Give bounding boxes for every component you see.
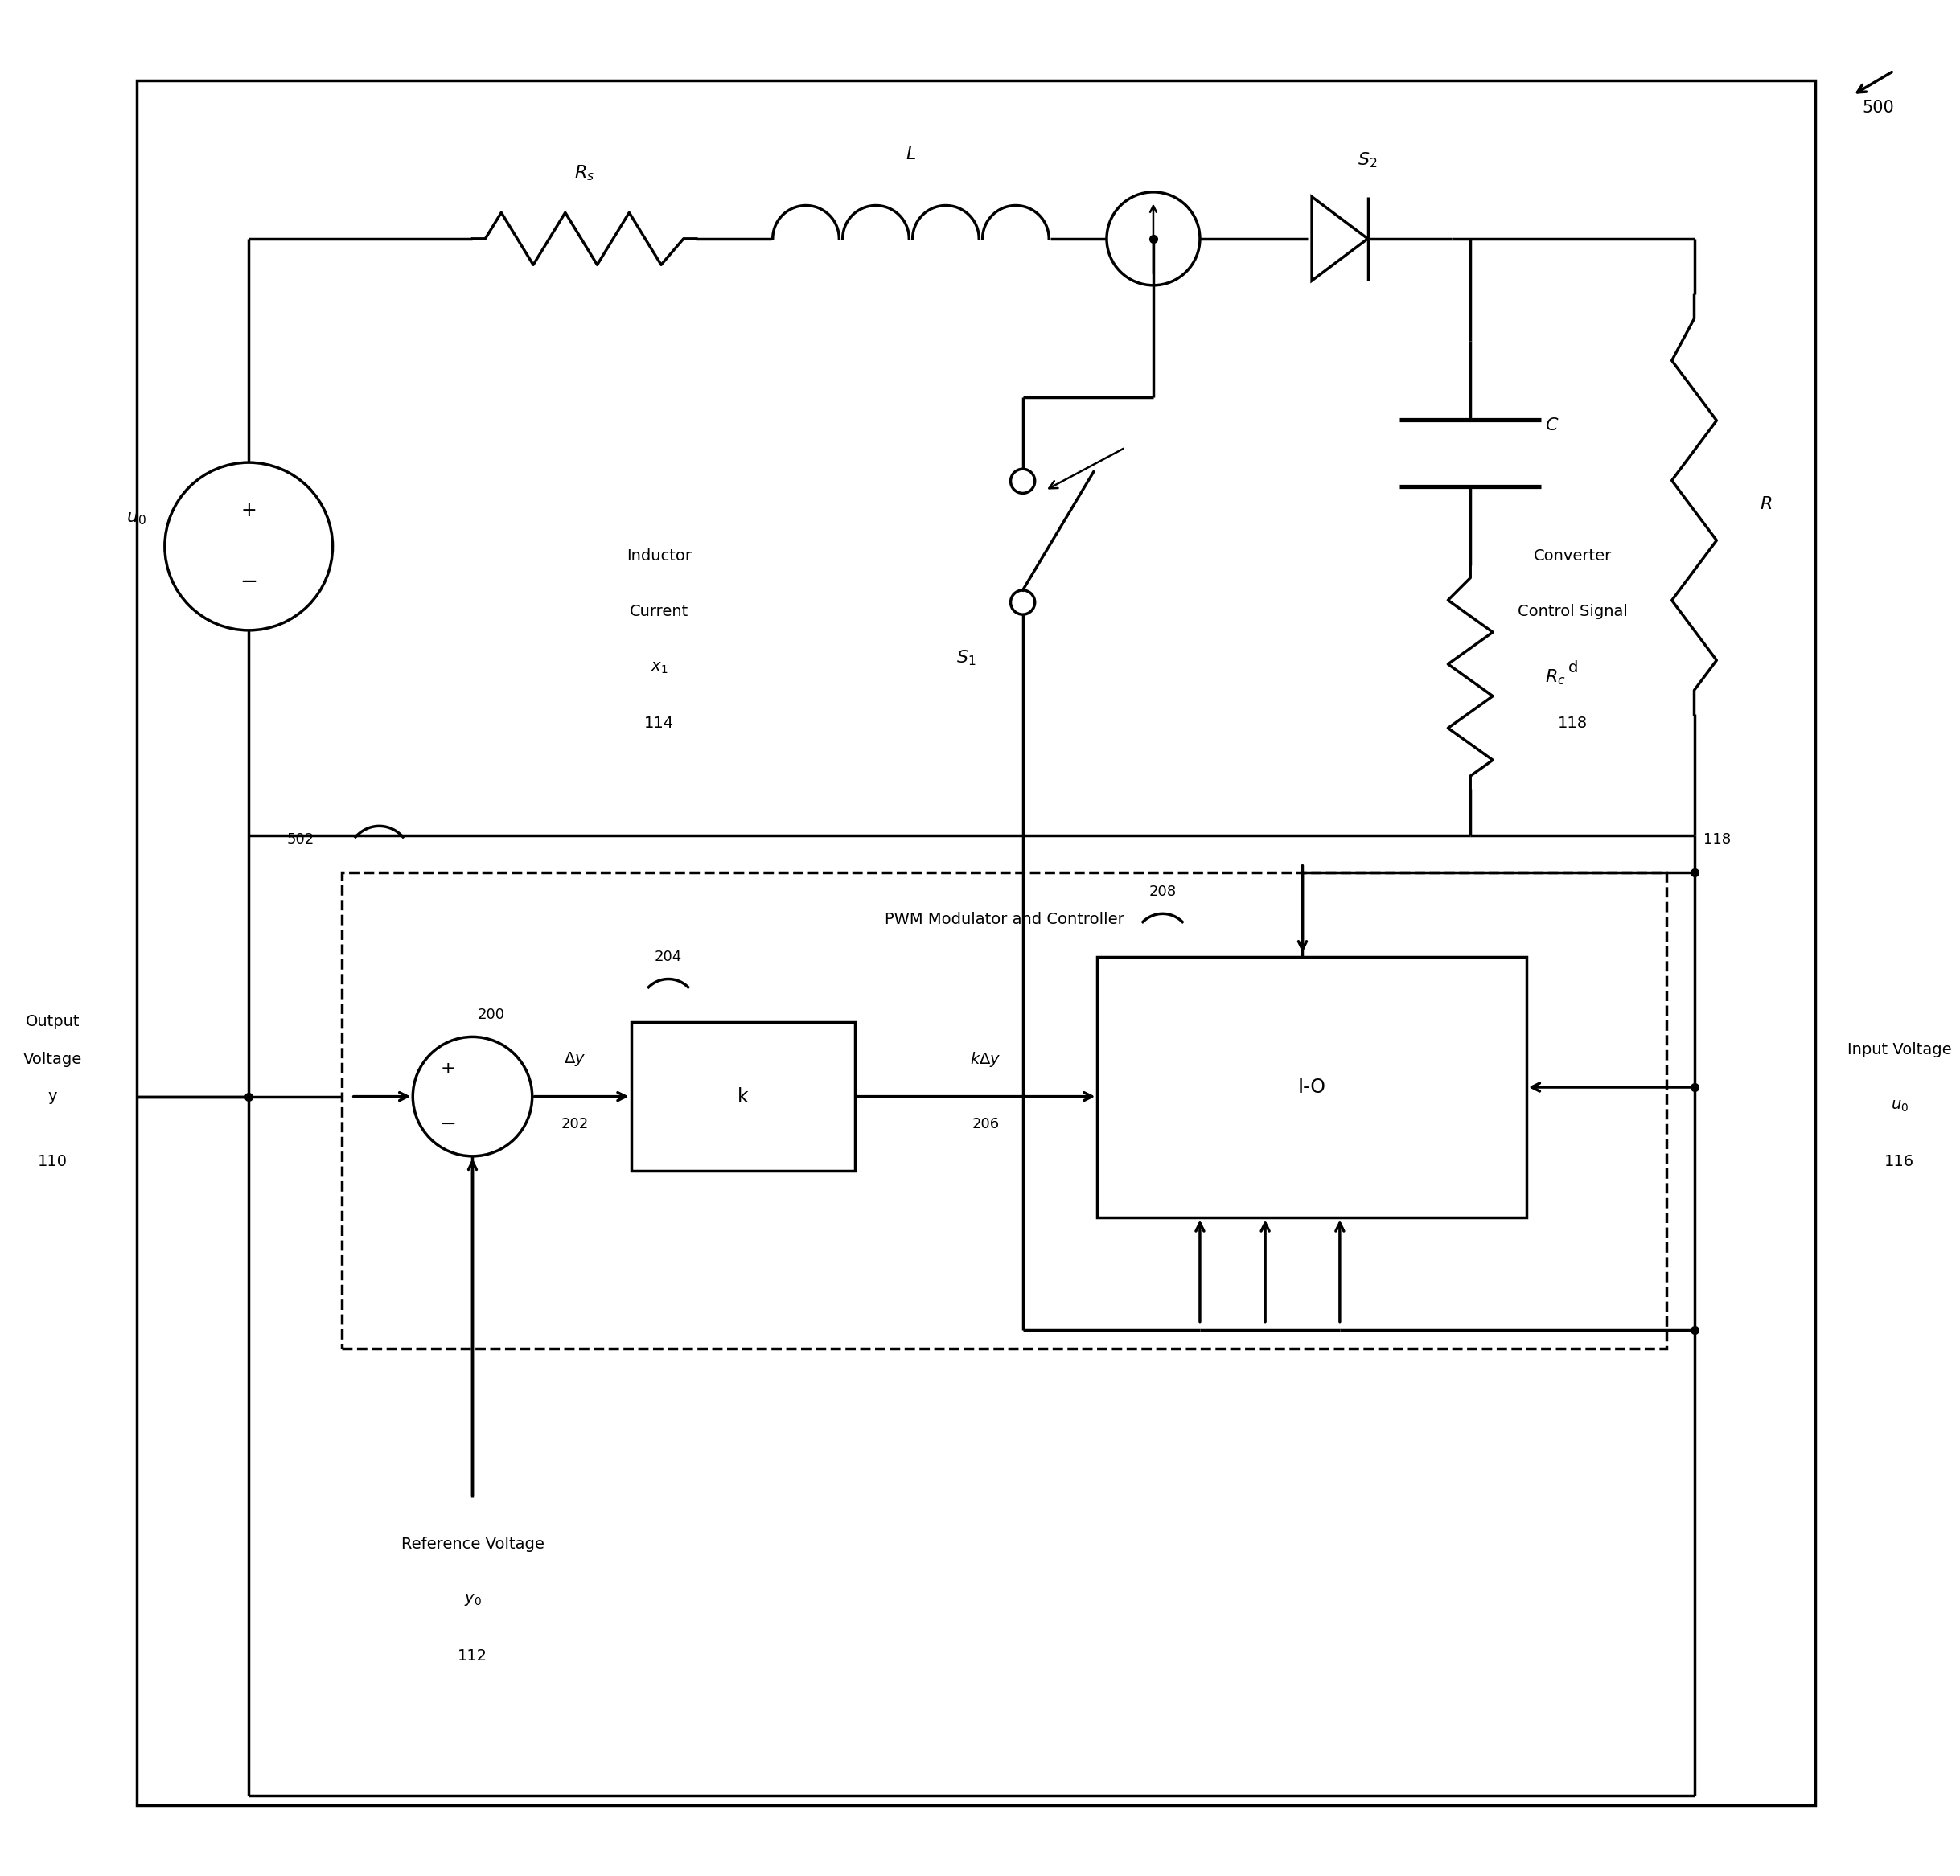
Text: 112: 112	[457, 1649, 488, 1664]
Text: −: −	[239, 572, 257, 593]
Text: +: +	[241, 501, 257, 522]
Text: 500: 500	[1862, 99, 1893, 116]
Text: 206: 206	[972, 1118, 1000, 1131]
Text: $R_c$: $R_c$	[1544, 668, 1566, 687]
Text: d: d	[1568, 660, 1578, 675]
Text: 114: 114	[645, 717, 674, 732]
Text: k: k	[737, 1086, 749, 1107]
Text: $S_1$: $S_1$	[956, 649, 976, 668]
Text: 202: 202	[561, 1118, 588, 1131]
Text: Output: Output	[25, 1015, 80, 1030]
Text: Converter: Converter	[1535, 548, 1611, 563]
Text: 110: 110	[37, 1154, 69, 1169]
Text: Reference Voltage: Reference Voltage	[402, 1536, 545, 1551]
Bar	[631, 1022, 855, 1171]
Text: $S_2$: $S_2$	[1358, 150, 1378, 171]
Text: Voltage: Voltage	[24, 1052, 82, 1067]
Text: PWM Modulator and Controller: PWM Modulator and Controller	[884, 912, 1123, 927]
Text: 200: 200	[478, 1007, 506, 1022]
Bar	[1098, 957, 1527, 1218]
Text: Control Signal: Control Signal	[1517, 604, 1629, 619]
Text: 116: 116	[1884, 1154, 1915, 1169]
Text: $C$: $C$	[1544, 416, 1558, 433]
Text: 204: 204	[655, 949, 682, 964]
Text: Current: Current	[629, 604, 688, 619]
Text: 208: 208	[1149, 884, 1176, 899]
Text: 118: 118	[1703, 831, 1731, 846]
Text: $k\Delta y$: $k\Delta y$	[970, 1051, 1002, 1069]
Text: $x_1$: $x_1$	[651, 660, 668, 675]
Text: $u_0$: $u_0$	[125, 510, 147, 527]
Text: $\Delta y$: $\Delta y$	[564, 1051, 586, 1067]
Text: $L$: $L$	[906, 146, 915, 163]
Text: $u_0$: $u_0$	[1891, 1097, 1909, 1114]
Text: Inductor: Inductor	[627, 548, 692, 563]
Text: Input Voltage: Input Voltage	[1846, 1043, 1952, 1058]
Text: −: −	[439, 1114, 457, 1135]
Text: 118: 118	[1558, 717, 1588, 732]
Text: 502: 502	[286, 831, 314, 846]
Text: +: +	[441, 1060, 457, 1077]
Text: $R$: $R$	[1760, 497, 1772, 512]
Text: $R_s$: $R_s$	[574, 163, 594, 182]
Text: $y_0$: $y_0$	[465, 1593, 482, 1608]
Text: I-O: I-O	[1298, 1077, 1325, 1097]
Text: y: y	[49, 1088, 57, 1105]
